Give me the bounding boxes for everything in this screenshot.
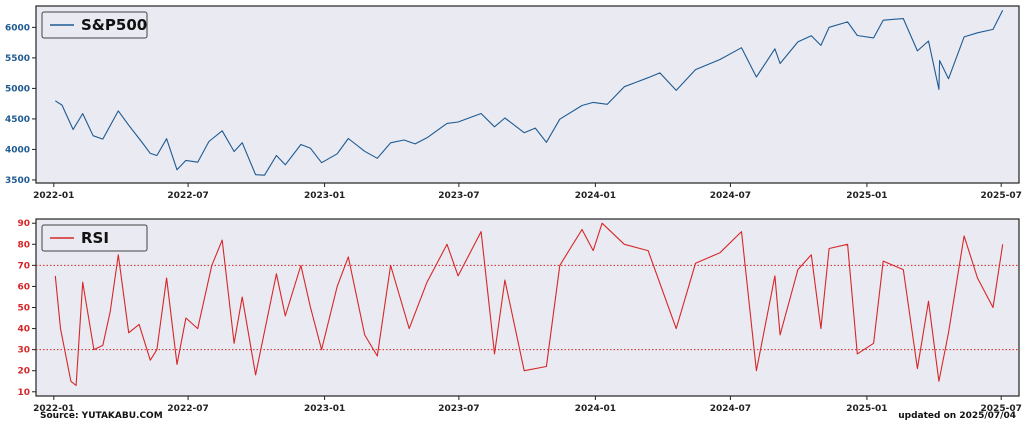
source-label: Source: YUTAKABU.COM bbox=[40, 411, 163, 421]
rsi-x-tick-label: 2024-01 bbox=[575, 404, 616, 414]
sp500-x-tick-label: 2023-01 bbox=[304, 191, 345, 201]
rsi-y-tick-label: 90 bbox=[17, 219, 30, 229]
sp500-y-tick-label: 4500 bbox=[5, 115, 30, 125]
sp500-x-tick-label: 2022-01 bbox=[33, 191, 74, 201]
rsi-x-tick-label: 2023-01 bbox=[304, 404, 345, 414]
rsi-legend-label: RSI bbox=[81, 229, 109, 247]
rsi-x-tick-label: 2025-01 bbox=[846, 404, 887, 414]
rsi-x-tick-label: 2025-07 bbox=[981, 404, 1022, 414]
sp500-y-tick-label: 4000 bbox=[5, 145, 30, 155]
rsi-legend-box bbox=[41, 224, 148, 252]
rsi-series-line bbox=[54, 222, 1004, 387]
sp500-series-line bbox=[55, 10, 1004, 176]
sp500-y-tick-label: 5000 bbox=[5, 84, 30, 94]
rsi-y-tick-label: 40 bbox=[17, 325, 30, 335]
rsi-y-tick-label: 80 bbox=[17, 240, 30, 250]
rsi-y-tick-label: 30 bbox=[17, 346, 30, 356]
sp500-legend-box bbox=[41, 11, 148, 39]
sp500-x-tick-label: 2022-07 bbox=[167, 191, 208, 201]
sp500-y-tick-label: 6000 bbox=[5, 23, 30, 33]
rsi-plot-area bbox=[35, 218, 1020, 397]
sp500-x-tick-label: 2025-01 bbox=[846, 191, 887, 201]
sp500-legend-label: S&P500 bbox=[81, 16, 147, 34]
sp500-x-tick-label: 2023-07 bbox=[438, 191, 479, 201]
sp500-plot-area bbox=[35, 5, 1020, 184]
updated-date-label: updated on 2025/07/04 bbox=[898, 411, 1016, 421]
rsi-y-tick-label: 70 bbox=[17, 261, 30, 271]
rsi-x-tick-label: 2024-07 bbox=[710, 404, 751, 414]
sp500-y-tick-label: 5500 bbox=[5, 54, 30, 64]
rsi-y-tick-label: 10 bbox=[17, 388, 30, 398]
rsi-x-tick-label: 2022-01 bbox=[33, 404, 74, 414]
rsi-y-tick-label: 50 bbox=[17, 304, 30, 314]
sp500-x-tick-label: 2024-07 bbox=[710, 191, 751, 201]
rsi-y-tick-label: 20 bbox=[17, 367, 30, 377]
sp500-x-tick-label: 2025-07 bbox=[981, 191, 1022, 201]
rsi-y-tick-label: 60 bbox=[17, 282, 30, 292]
sp500-legend: S&P500 bbox=[41, 11, 148, 39]
rsi-legend: RSI bbox=[41, 224, 148, 252]
sp500-y-tick-label: 3500 bbox=[5, 176, 30, 186]
rsi-x-tick-label: 2022-07 bbox=[167, 404, 208, 414]
sp500-x-tick-label: 2024-01 bbox=[575, 191, 616, 201]
rsi-x-tick-label: 2023-07 bbox=[438, 404, 479, 414]
